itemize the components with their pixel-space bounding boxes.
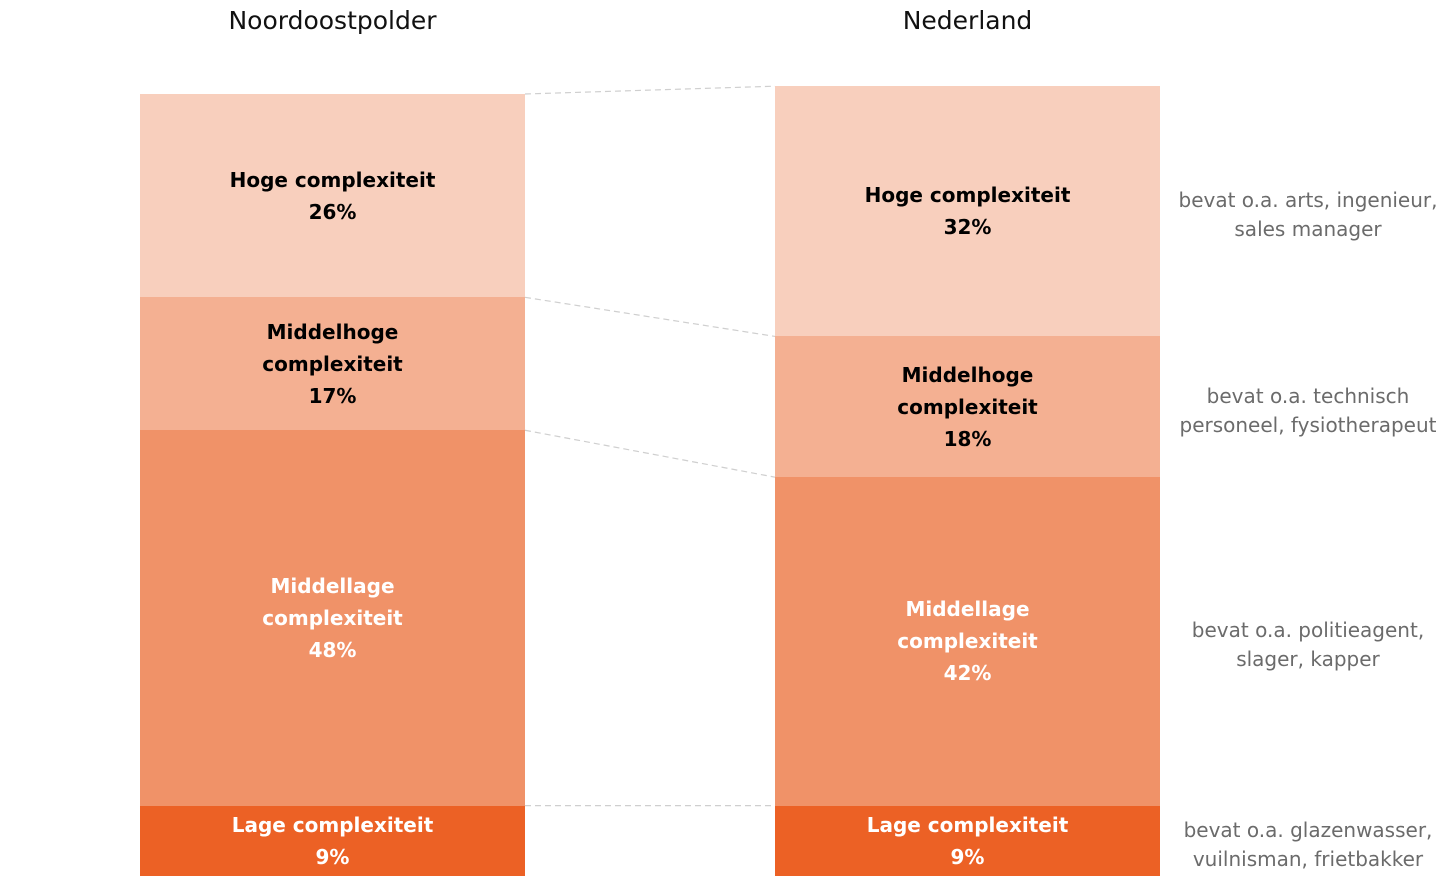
value-label: 48% [308, 637, 357, 662]
value-label: 9% [950, 844, 985, 869]
segment-label: Middelhoge complexiteit [897, 362, 1038, 419]
annotation: bevat o.a. arts, ingenieur, sales manage… [1178, 188, 1438, 242]
value-label: 18% [943, 426, 992, 451]
segment-label: Middellage complexiteit [897, 597, 1038, 654]
value-label: 17% [308, 383, 357, 408]
category-label: Nederland [902, 6, 1033, 35]
bar-segment: Hoge complexiteit 26% [140, 94, 525, 298]
connector [524, 296, 776, 338]
segment-label: Hoge complexiteit [229, 167, 436, 192]
bar-segment: Middellage complexiteit 48% [140, 430, 525, 806]
segment-label: Middelhoge complexiteit [262, 319, 403, 376]
segment-label: Lage complexiteit [866, 812, 1069, 837]
segment-label: Lage complexiteit [231, 812, 434, 837]
segment-label: Middellage complexiteit [262, 573, 403, 630]
value-label: 42% [943, 661, 992, 686]
value-label: 32% [943, 215, 992, 240]
bar-segment: Middellage complexiteit 42% [775, 477, 1160, 806]
value-label: 9% [315, 844, 350, 869]
bar-segment: Middelhoge complexiteit 18% [775, 336, 1160, 478]
value-label: 26% [308, 199, 357, 224]
bar-segment: Lage complexiteit 9% [140, 805, 525, 876]
bar-segment: Lage complexiteit 9% [775, 805, 1160, 876]
category-label: Noordoostpolder [228, 6, 437, 35]
bar-segment: Hoge complexiteit 32% [775, 86, 1160, 337]
connector [524, 429, 776, 478]
annotation: bevat o.a. glazenwasser, vuilnisman, fri… [1183, 817, 1433, 871]
annotation: bevat o.a. politieagent, slager, kapper [1191, 618, 1425, 672]
connector [524, 85, 776, 95]
segment-label: Hoge complexiteit [864, 183, 1071, 208]
bar-segment: Middelhoge complexiteit 17% [140, 297, 525, 431]
annotation: bevat o.a. technisch personeel, fysiothe… [1179, 383, 1437, 437]
